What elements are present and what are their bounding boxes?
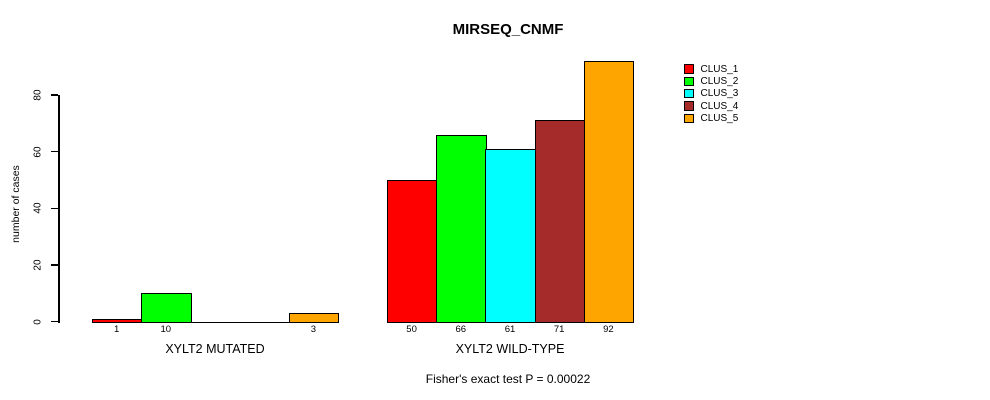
bar-value-label: 92 <box>603 323 614 335</box>
y-axis-tick-label: 80 <box>32 89 44 101</box>
legend-item-label: CLUS_4 <box>700 100 739 112</box>
legend-color-swatch <box>684 101 694 111</box>
bar-value-label: 61 <box>504 323 516 335</box>
y-axis-tick-label: 60 <box>32 146 44 158</box>
legend-color-swatch <box>684 88 694 99</box>
bar-clus_5 <box>288 313 340 323</box>
annotation-text: Fisher's exact test P = 0.00022 <box>425 372 591 386</box>
bar-value-label: 50 <box>406 323 417 335</box>
legend-item-clus_3: CLUS_3 <box>684 88 738 100</box>
legend-item-clus_1: CLUS_1 <box>684 63 738 75</box>
group-label: XYLT2 WILD-TYPE <box>455 341 565 356</box>
legend-item-clus_5: CLUS_5 <box>684 112 738 124</box>
legend-item-clus_2: CLUS_2 <box>684 75 738 87</box>
bar-clus_4 <box>534 120 586 323</box>
legend-color-swatch <box>684 113 694 124</box>
y-axis-tick <box>51 94 58 96</box>
legend-color-swatch <box>684 76 694 87</box>
bar-clus_2 <box>141 293 192 323</box>
bar-clus_2 <box>436 134 487 323</box>
y-axis-label: number of cases <box>10 165 22 243</box>
legend-item-label: CLUS_2 <box>700 75 739 87</box>
y-axis-line <box>58 95 60 323</box>
legend: CLUS_1 CLUS_2 CLUS_3 CLUS_4 CLUS_5 <box>684 63 738 124</box>
legend-item-label: CLUS_1 <box>700 63 739 75</box>
bar-value-label: 1 <box>113 323 120 335</box>
bar-value-label: 66 <box>455 323 467 335</box>
legend-item-label: CLUS_5 <box>700 112 739 124</box>
y-axis-tick <box>51 320 58 323</box>
legend-item-label: CLUS_3 <box>700 88 739 100</box>
legend-item-clus_4: CLUS_4 <box>684 100 738 112</box>
legend-color-swatch <box>684 64 694 74</box>
y-axis-tick <box>51 264 58 266</box>
zero-height-bar-line <box>190 321 242 323</box>
bar-value-label: 71 <box>553 323 565 335</box>
y-axis-tick <box>51 150 58 153</box>
chart-title: MIRSEQ_CNMF <box>452 21 564 38</box>
bar-clus_1 <box>387 179 438 323</box>
bar-clus_1 <box>92 318 143 323</box>
y-axis-tick-label: 0 <box>32 318 44 325</box>
group-label: XYLT2 MUTATED <box>165 341 265 356</box>
y-axis-tick-label: 20 <box>32 259 44 271</box>
bar-clus_3 <box>485 148 537 323</box>
bar-clus_5 <box>583 61 635 323</box>
y-axis-tick-label: 40 <box>32 202 44 214</box>
y-axis-tick <box>51 207 58 209</box>
bar-value-label: 3 <box>310 323 317 335</box>
bar-value-label: 10 <box>160 323 172 335</box>
zero-height-bar-line <box>239 321 291 323</box>
